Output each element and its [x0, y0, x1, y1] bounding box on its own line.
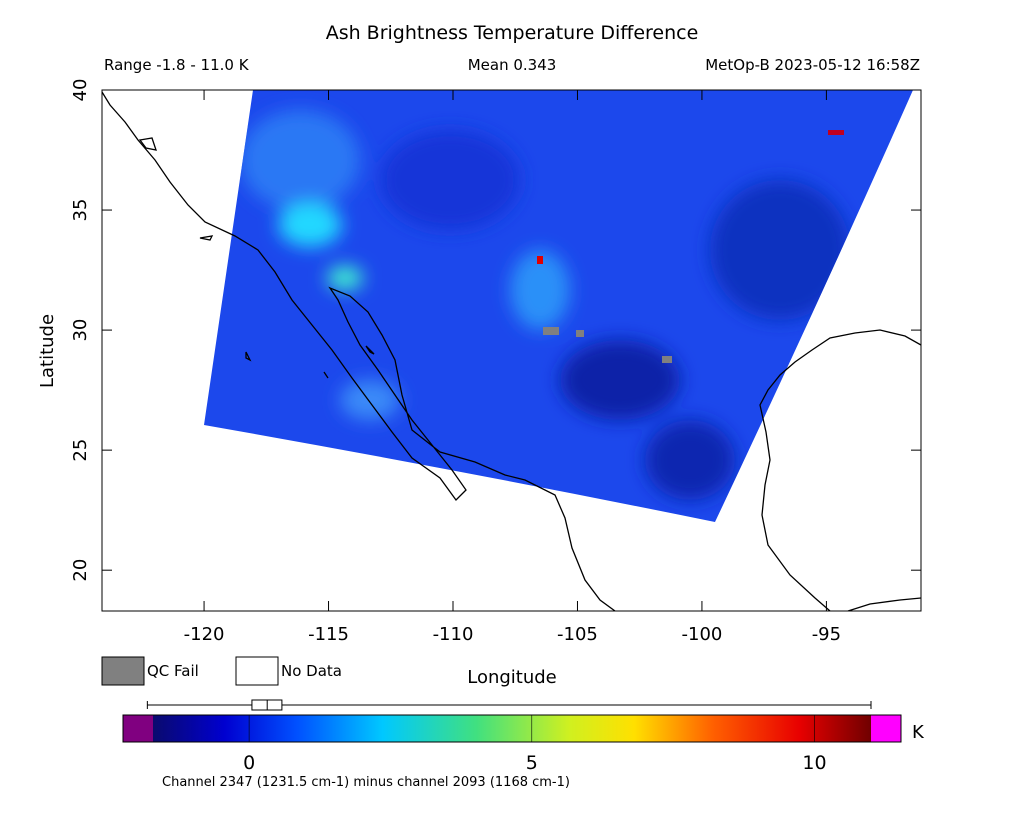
under-range	[123, 715, 153, 742]
colorbar-caption: Channel 2347 (1231.5 cm-1) minus channel…	[162, 775, 570, 790]
colorbar-ramp	[153, 715, 871, 742]
coastline	[138, 137, 375, 379]
over-range	[871, 715, 901, 742]
y-tick-label: 25	[70, 439, 91, 462]
colorbar-tick-label: 5	[526, 752, 538, 774]
hot-pixel	[828, 130, 844, 135]
legend-label: QC Fail	[147, 662, 199, 680]
coastline	[759, 329, 921, 611]
legend: QC Fail No Data	[101, 656, 342, 686]
range-text: Range -1.8 - 11.0 K	[104, 56, 250, 74]
colorbar-tick-label: 10	[802, 752, 826, 774]
legend-label: No Data	[281, 662, 342, 680]
qc-fail-pixel	[543, 327, 559, 335]
colorbar-tick-label: 0	[243, 752, 255, 774]
x-tick-label: -105	[557, 624, 598, 645]
y-tick-label: 20	[70, 559, 91, 582]
map-area	[102, 90, 921, 611]
legend-swatch	[235, 656, 279, 686]
title: Ash Brightness Temperature Difference	[326, 22, 699, 44]
qc-fail-pixel	[662, 356, 672, 363]
swath	[204, 90, 913, 522]
y-tick-label: 40	[70, 79, 91, 102]
x-tick-label: -110	[433, 624, 474, 645]
x-tick-label: -100	[682, 624, 723, 645]
coastline	[102, 91, 616, 611]
swath-texture	[240, 110, 850, 500]
colorbar: 0 5 10 K Channel 2347 (1231.5 cm-1) minus ch…	[122, 699, 925, 790]
colorbar-unit: K	[912, 722, 925, 743]
y-axis-label: Latitude	[37, 314, 58, 388]
legend-swatch	[101, 656, 145, 686]
hot-pixel	[537, 256, 543, 264]
mean-text: Mean 0.343	[468, 56, 557, 74]
y-tick-label: 35	[70, 199, 91, 222]
x-axis-label: Longitude	[467, 667, 557, 688]
x-tick-label: -115	[308, 624, 349, 645]
y-tick-label: 30	[70, 319, 91, 342]
qc-fail-pixel	[576, 330, 584, 337]
x-tick-label: -95	[812, 624, 841, 645]
map-frame	[101, 89, 922, 612]
satellite-text: MetOp-B 2023-05-12 16:58Z	[705, 56, 920, 74]
colorbar-frame	[122, 714, 902, 743]
x-tick-label: -120	[184, 624, 225, 645]
axes: -120 -115 -110 -105 -100 -95 20 25 30 35 40	[70, 79, 921, 645]
